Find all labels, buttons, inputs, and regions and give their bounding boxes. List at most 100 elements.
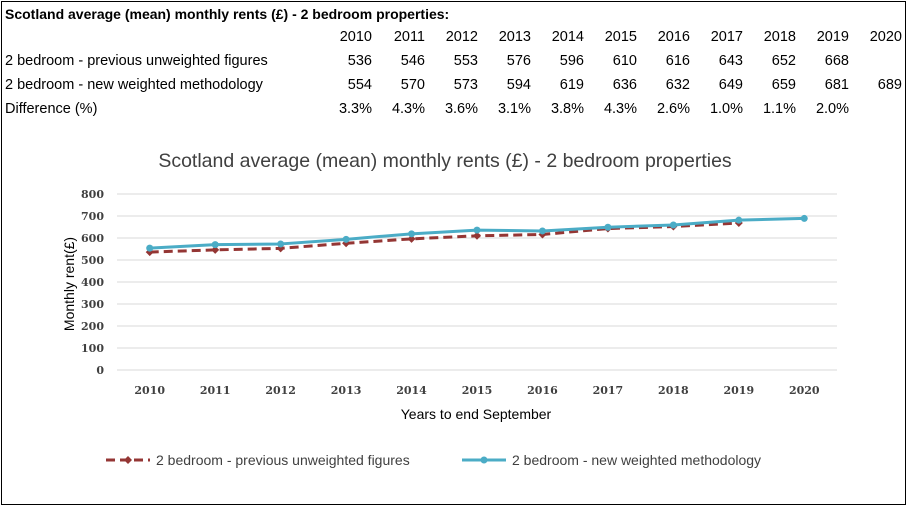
x-tick-label: 2012: [265, 384, 296, 397]
table-cell: 643: [718, 53, 743, 69]
table-cell: 636: [612, 77, 637, 93]
x-tick-label: 2011: [200, 384, 231, 397]
x-tick-label: 2014: [396, 384, 427, 397]
table-cell: 3.1%: [497, 101, 531, 117]
data-point: [277, 240, 285, 248]
table-year-header: 2012: [445, 29, 478, 45]
table-year-header: 2017: [710, 29, 743, 45]
table-cell: 546: [400, 53, 425, 69]
chart-legend: 2 bedroom - previous unweighted figures 2…: [106, 452, 761, 468]
y-tick-label: 100: [81, 342, 104, 355]
table-cell: 594: [506, 77, 531, 93]
legend-label: 2 bedroom - new weighted methodology: [512, 452, 761, 468]
data-point: [407, 234, 416, 243]
chart-title: Scotland average (mean) monthly rents (£…: [158, 150, 732, 172]
table-cell: 570: [400, 77, 425, 93]
x-axis-label: Years to end September: [401, 406, 552, 422]
series-2: [146, 214, 808, 252]
table-year-header: 2014: [551, 29, 584, 45]
x-tick-label: 2016: [527, 384, 558, 397]
data-point: [146, 244, 154, 252]
legend-marker: [124, 456, 132, 464]
table-year-header: 2011: [393, 29, 425, 45]
table-row-label: 2 bedroom - previous unweighted figures: [5, 53, 268, 69]
y-tick-label: 400: [81, 276, 104, 289]
table-cell: 689: [877, 77, 902, 93]
x-tick-label: 2018: [658, 384, 689, 397]
y-axis-ticks: 0 100 200 300 400 500 600 700 800: [81, 188, 104, 377]
table-year-header: 2015: [604, 29, 637, 45]
table-cell: 659: [771, 77, 796, 93]
x-tick-label: 2019: [724, 384, 755, 397]
table-cell: 3.6%: [444, 101, 478, 117]
legend-item: 2 bedroom - previous unweighted figures: [106, 452, 410, 468]
data-point: [211, 241, 219, 249]
table-title: Scotland average (mean) monthly rents (£…: [5, 6, 450, 22]
table-cell: 3.3%: [338, 101, 372, 117]
data-point: [735, 216, 743, 224]
x-tick-label: 2015: [462, 384, 493, 397]
chart-series: [145, 214, 808, 257]
table-cell: 4.3%: [603, 101, 637, 117]
y-tick-label: 300: [81, 298, 104, 311]
y-tick-label: 800: [81, 188, 104, 201]
data-point: [538, 227, 546, 235]
table-year-header: 2010: [339, 29, 372, 45]
table-cell: 3.8%: [550, 101, 584, 117]
table-year-header: 2013: [498, 29, 531, 45]
data-point: [473, 226, 481, 234]
table-cell: 573: [453, 77, 478, 93]
x-tick-label: 2013: [331, 384, 362, 397]
table-cell: 4.3%: [391, 101, 425, 117]
y-tick-label: 0: [96, 364, 104, 377]
table-row-label: 2 bedroom - new weighted methodology: [5, 77, 263, 93]
data-point: [211, 245, 220, 254]
x-tick-label: 2017: [593, 384, 624, 397]
table-header-row: 2010 2011 2012 2013 2014 2015 2016 2017 2018 2019…: [0, 29, 907, 49]
table-year-header: 2020: [869, 29, 902, 45]
table-cell: 2.6%: [656, 101, 690, 117]
table-cell: 1.1%: [762, 101, 796, 117]
legend-marker: [480, 456, 488, 464]
table-year-header: 2019: [816, 29, 849, 45]
table-cell: 576: [506, 53, 531, 69]
table-year-header: 2018: [763, 29, 796, 45]
table-cell: 553: [453, 53, 478, 69]
table-year-header: 2016: [657, 29, 690, 45]
y-axis-label: Monthly rent(£): [61, 237, 77, 331]
legend-item: 2 bedroom - new weighted methodology: [462, 452, 761, 468]
table-cell: 1.0%: [709, 101, 743, 117]
table-cell: 632: [665, 77, 690, 93]
table-row-label: Difference (%): [5, 101, 98, 117]
table-row: 2 bedroom - previous unweighted figures 5…: [0, 53, 907, 73]
table-row: 2 bedroom - new weighted methodology 554 5…: [0, 77, 907, 97]
table-cell: 681: [824, 77, 849, 93]
table-cell: 2.0%: [815, 101, 849, 117]
legend-label: 2 bedroom - previous unweighted figures: [156, 452, 410, 468]
table-cell: 596: [559, 53, 584, 69]
y-tick-label: 700: [81, 210, 104, 223]
x-tick-label: 2020: [789, 384, 820, 397]
table-cell: 668: [824, 53, 849, 69]
data-point: [800, 214, 808, 222]
table-cell: 649: [718, 77, 743, 93]
data-point: [342, 235, 350, 243]
x-axis-ticks: 2010 2011 2012 2013 2014 2015 2016 2017 2018 2019…: [134, 384, 820, 397]
table-row: Difference (%) 3.3% 4.3% 3.6% 3.1% 3.8% 4.3% 2.…: [0, 101, 907, 121]
x-tick-label: 2010: [134, 384, 165, 397]
table-cell: 554: [347, 77, 372, 93]
data-point: [408, 230, 416, 238]
table-cell: 619: [559, 77, 584, 93]
data-point: [669, 221, 677, 229]
table-cell: 610: [612, 53, 637, 69]
table-cell: 536: [347, 53, 372, 69]
data-point: [473, 231, 481, 240]
table-cell: 616: [665, 53, 690, 69]
data-point: [604, 223, 612, 231]
y-tick-label: 500: [81, 254, 104, 267]
y-tick-label: 600: [81, 232, 104, 245]
table-cell: 652: [771, 53, 796, 69]
y-tick-label: 200: [81, 320, 104, 333]
